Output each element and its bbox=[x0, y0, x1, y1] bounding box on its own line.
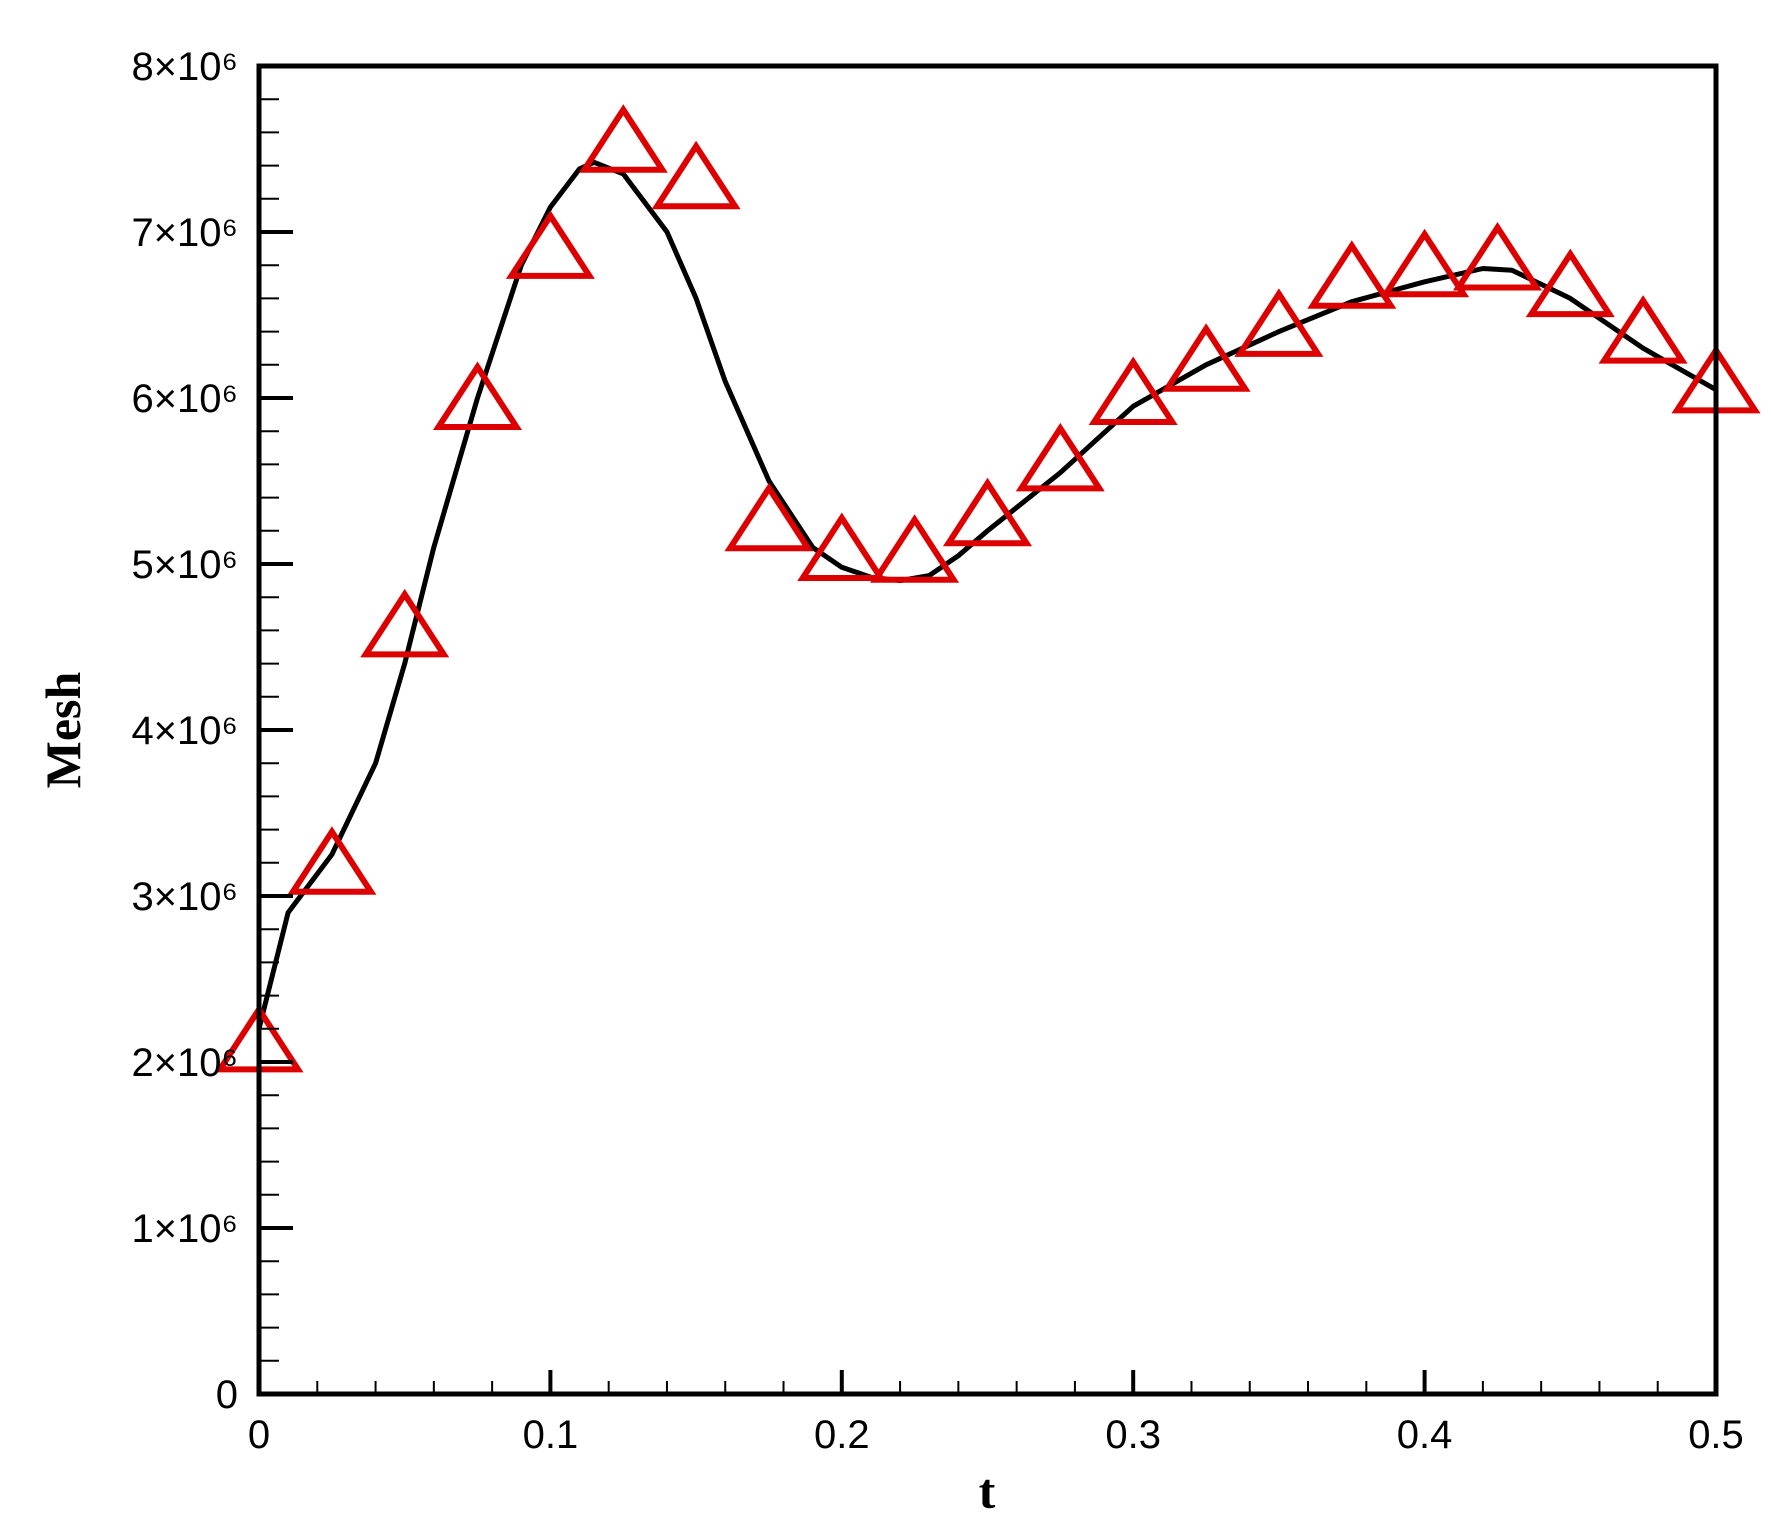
data-line bbox=[256, 159, 1718, 1030]
triangle-marker bbox=[724, 482, 814, 552]
triangle-marker bbox=[287, 826, 377, 895]
y-tick-label: 0 bbox=[216, 1373, 238, 1417]
triangle-marker bbox=[432, 361, 523, 430]
y-tick-label: 2×10⁶ bbox=[131, 1041, 238, 1085]
triangle-marker bbox=[1452, 221, 1543, 291]
triangle-marker bbox=[1015, 422, 1105, 492]
triangle-marker bbox=[870, 514, 960, 583]
triangle-marker bbox=[1598, 295, 1688, 364]
triangle-marker bbox=[360, 588, 450, 658]
triangle-marker bbox=[1380, 228, 1470, 298]
x-tick-label: 0.3 bbox=[1105, 1413, 1161, 1457]
triangle-marker bbox=[797, 512, 887, 581]
x-tick-label: 0.1 bbox=[523, 1413, 579, 1457]
triangle-marker bbox=[505, 210, 595, 279]
y-tick-label: 6×10⁶ bbox=[131, 377, 238, 421]
triangle-marker bbox=[1525, 248, 1615, 318]
y-tick-label: 3×10⁶ bbox=[131, 875, 238, 919]
triangle-marker bbox=[942, 477, 1033, 547]
triangle-marker bbox=[651, 140, 741, 210]
triangle-marker bbox=[1234, 288, 1324, 357]
y-tick-label: 7×10⁶ bbox=[131, 211, 238, 255]
y-tick-label: 1×10⁶ bbox=[131, 1207, 238, 1251]
x-tick-label: 0.2 bbox=[814, 1413, 870, 1457]
triangle-marker bbox=[578, 104, 668, 173]
plot-frame bbox=[256, 63, 1719, 1397]
y-axis-title: Mesh bbox=[35, 671, 91, 788]
x-axis-title: t bbox=[979, 1463, 996, 1519]
x-tick-label: 0.5 bbox=[1688, 1413, 1744, 1457]
x-tick-label: 0.4 bbox=[1397, 1413, 1453, 1457]
triangle-marker bbox=[1161, 323, 1251, 392]
y-tick-label: 5×10⁶ bbox=[131, 543, 238, 587]
x-tick-label: 0 bbox=[248, 1413, 270, 1457]
triangle-marker bbox=[1307, 240, 1397, 309]
y-tick-label: 8×10⁶ bbox=[131, 45, 238, 89]
triangle-marker bbox=[1088, 356, 1178, 425]
y-tick-label: 4×10⁶ bbox=[131, 709, 238, 753]
